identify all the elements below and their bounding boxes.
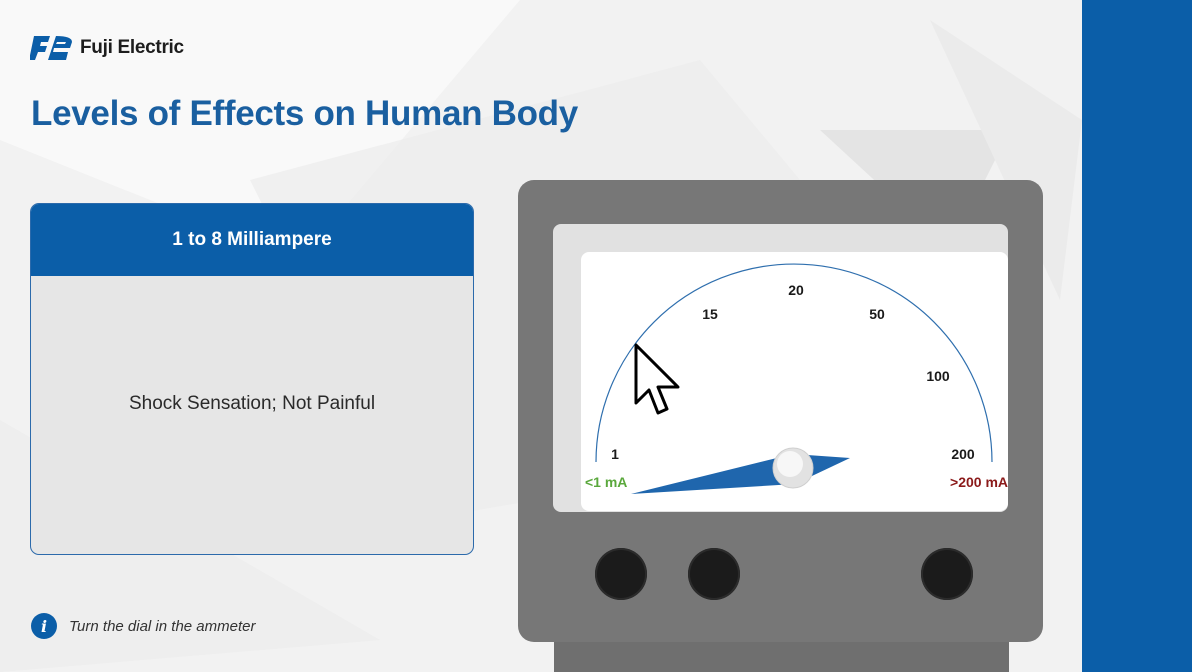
scale-label-200: 200 <box>951 446 975 462</box>
page-title: Levels of Effects on Human Body <box>31 94 578 133</box>
effect-card: 1 to 8 Milliampere Shock Sensation; Not … <box>30 203 474 555</box>
dial-needle[interactable] <box>631 454 850 494</box>
ammeter-stand <box>554 642 1009 672</box>
scale-label-20: 20 <box>788 282 804 298</box>
right-side-bar <box>1082 0 1192 672</box>
mouse-cursor-icon <box>634 343 680 415</box>
hint-text: Turn the dial in the ammeter <box>69 617 256 635</box>
scale-label-1: 1 <box>611 446 619 462</box>
fuji-electric-logo-icon <box>30 36 72 60</box>
ammeter-knob-middle[interactable] <box>688 548 740 600</box>
effect-card-heading: 1 to 8 Milliampere <box>31 204 473 276</box>
needle-pivot-highlight <box>777 451 803 477</box>
effect-card-description: Shock Sensation; Not Painful <box>128 393 376 414</box>
scale-label-50: 50 <box>869 306 885 322</box>
max-range-label: >200 mA <box>950 474 1008 490</box>
ammeter-knob-left[interactable] <box>595 548 647 600</box>
brand-logo: Fuji Electric <box>30 34 184 62</box>
scale-label-100: 100 <box>926 368 950 384</box>
min-range-label: <1 mA <box>585 474 627 490</box>
scale-label-15: 15 <box>702 306 718 322</box>
ammeter-knob-right[interactable] <box>921 548 973 600</box>
info-icon: i <box>31 613 57 639</box>
brand-name: Fuji Electric <box>80 37 184 58</box>
instruction-hint: i Turn the dial in the ammeter <box>31 613 255 639</box>
dial-scale-arc <box>595 263 993 463</box>
